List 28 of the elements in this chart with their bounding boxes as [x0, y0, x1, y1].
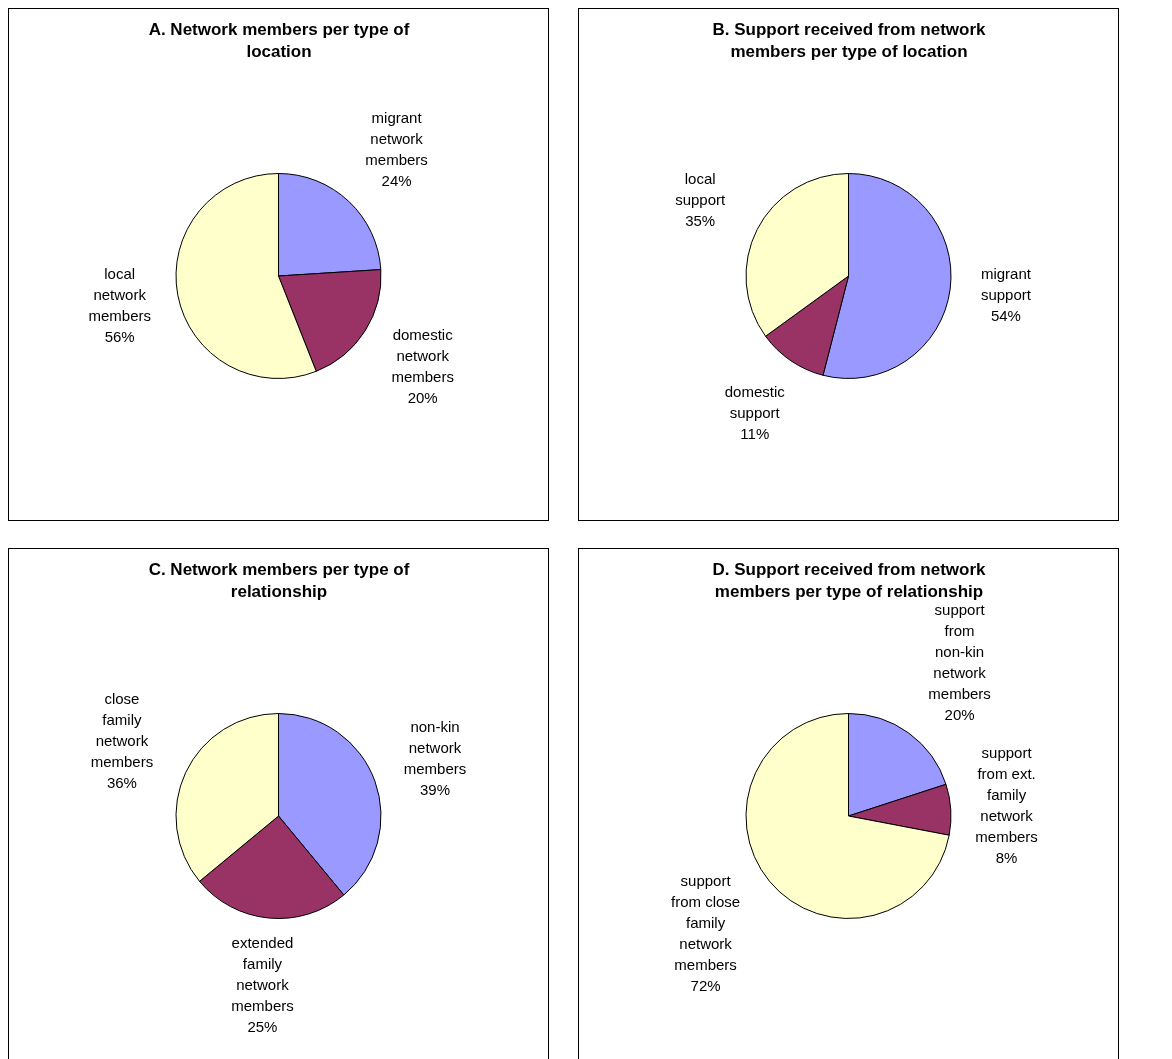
chart-title: A. Network members per type of location: [147, 19, 411, 63]
chart-title: C. Network members per type of relationship: [147, 559, 411, 603]
data-label: 54%: [990, 307, 1021, 325]
chart-title: D. Support received from network members per type of relationship: [711, 559, 987, 603]
slice-label: support from close family network members: [670, 871, 741, 973]
data-label: 56%: [104, 327, 135, 345]
data-label: 72%: [690, 976, 721, 994]
data-label: 36%: [106, 774, 137, 792]
chart-title: B. Support received from network members per type of location: [711, 19, 987, 63]
data-label: 25%: [247, 1017, 278, 1035]
slice-label: local support: [675, 169, 726, 208]
data-label: 20%: [944, 705, 975, 723]
data-label: 20%: [407, 389, 438, 407]
slice-label: domestic network members: [391, 326, 454, 386]
slice-label: support from ext. family network members: [975, 743, 1038, 845]
data-label: 11%: [740, 425, 770, 443]
slice-label: non-kin network members: [403, 718, 467, 778]
data-label: 39%: [420, 781, 451, 799]
slice-label: support from non-kin network members: [928, 600, 991, 702]
slice-label: domestic support: [724, 383, 786, 422]
data-label: 35%: [685, 211, 716, 229]
data-label: 8%: [995, 848, 1018, 866]
slice-label: close family network members: [90, 690, 154, 771]
slice-label: extended family network members: [231, 933, 294, 1014]
data-label: 24%: [381, 171, 412, 189]
slice-label: migrant support: [980, 265, 1032, 304]
slice-label: migrant network members: [365, 108, 428, 168]
slice-label: local network members: [88, 264, 151, 324]
